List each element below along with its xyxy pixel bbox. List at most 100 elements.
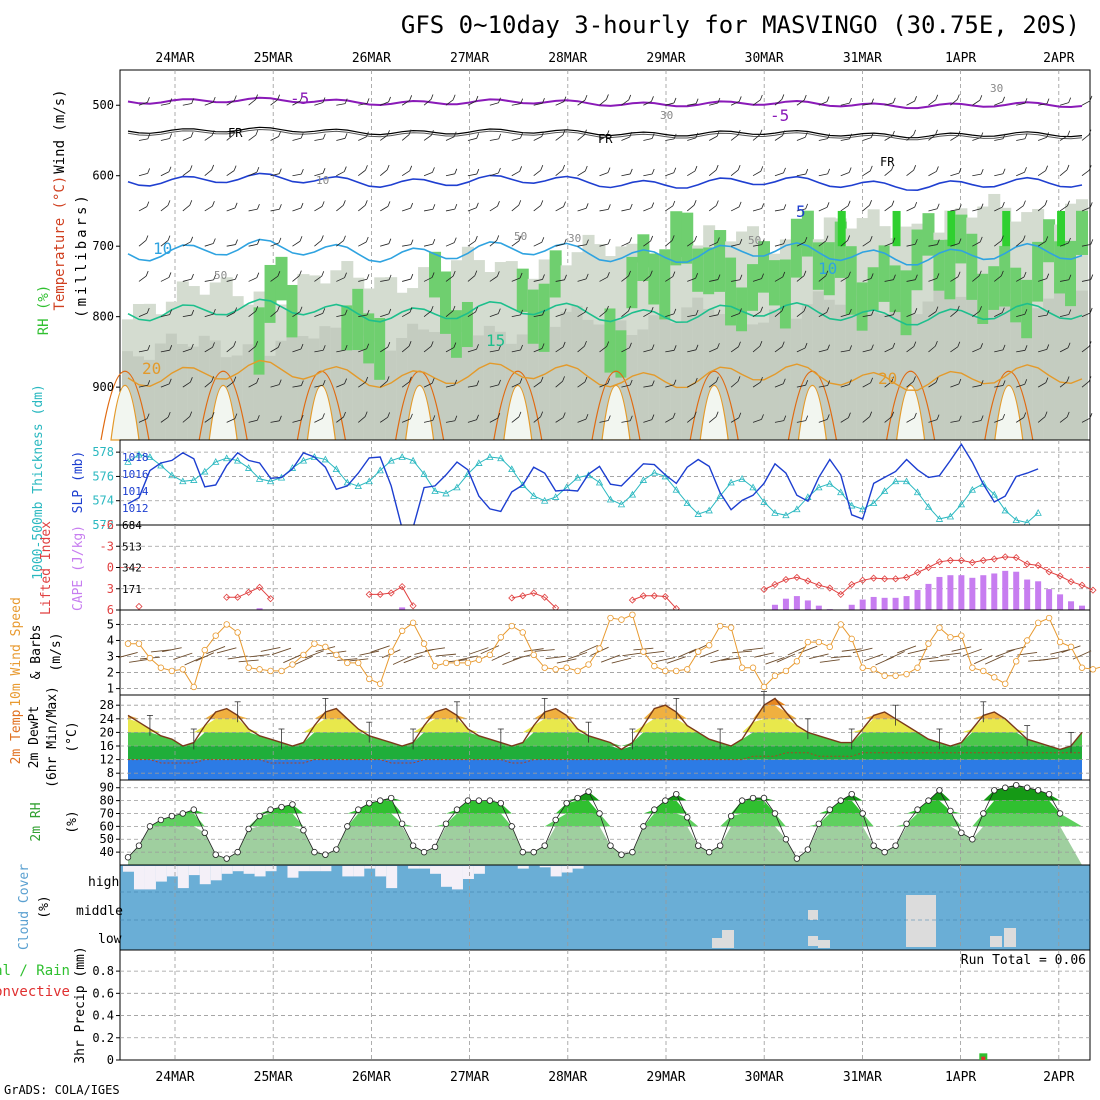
thickness-point xyxy=(519,481,527,488)
wind-barb-shaft xyxy=(270,310,278,317)
contour-label: 5 xyxy=(796,202,806,221)
wind-barb-shaft xyxy=(1016,349,1026,353)
wind-barb-shaft xyxy=(972,99,981,106)
temp-contour-freezing xyxy=(127,126,1083,139)
wind-barb-flag xyxy=(278,131,281,137)
rh-point xyxy=(168,812,176,820)
rh-point xyxy=(1002,784,1009,791)
wind-barb-flag xyxy=(300,380,304,386)
thickness-point xyxy=(815,483,823,491)
wind-barb-shaft xyxy=(292,311,301,318)
label-cloud-units: (%) xyxy=(37,895,52,918)
temp-band xyxy=(128,718,1082,733)
10m-wind-barb xyxy=(283,654,302,664)
rh-fill-cell xyxy=(1054,241,1067,294)
cape-tick-label: 342 xyxy=(122,562,142,575)
wind-barb-flag xyxy=(957,341,961,347)
10m-wind-barb xyxy=(666,656,686,664)
lifted-index-point xyxy=(1089,586,1097,594)
wind-barb-flag xyxy=(364,411,368,417)
wind-barb-shaft xyxy=(314,384,324,388)
wind-speed-point xyxy=(135,640,143,647)
wind-speed-point xyxy=(223,621,230,628)
high-cloud-bar xyxy=(441,866,452,887)
rh-point xyxy=(223,855,230,862)
wind-barb-shaft xyxy=(884,416,892,423)
wind-barb-flag xyxy=(1088,165,1092,171)
wind-barb-flag xyxy=(257,239,260,245)
wind-barb-shaft xyxy=(1081,346,1090,353)
wind-barb-shaft xyxy=(1038,278,1047,282)
wind-barb-flag xyxy=(431,130,434,136)
wind-barb-shaft xyxy=(950,383,959,388)
wind-barb-flag xyxy=(279,415,282,421)
rh-point xyxy=(464,797,472,804)
wind-barb-flag xyxy=(956,305,960,312)
wind-barb-shaft xyxy=(1059,242,1069,247)
wind-barb-shaft xyxy=(972,241,981,247)
wind-barb-shaft xyxy=(292,207,302,212)
wind-barb-flag xyxy=(277,342,281,348)
axis-tick-label: 90 xyxy=(100,781,114,795)
wind-speed-point xyxy=(914,664,921,671)
wind-barb-shaft xyxy=(533,314,543,318)
10m-wind-barb xyxy=(556,658,577,664)
wind-barb-flag xyxy=(826,96,830,102)
lifted-index-point xyxy=(902,573,911,581)
rh-fill-cell xyxy=(988,299,1001,440)
wind-barb-shaft xyxy=(972,420,982,423)
rh-fill-cell xyxy=(538,323,551,440)
wind-barb-shaft xyxy=(621,242,630,247)
wind-barb-shaft xyxy=(182,136,192,141)
wind-barb-shaft xyxy=(511,314,521,318)
wind-barb-flag xyxy=(738,96,742,102)
wind-barb-shaft xyxy=(555,313,565,318)
wind-barb-flag xyxy=(211,376,215,382)
thickness-point xyxy=(541,496,549,504)
wind-barb-shaft xyxy=(994,138,1004,141)
wind-barb-shaft xyxy=(248,419,258,423)
high-cloud-bar xyxy=(550,866,562,877)
label-10m-units: (m/s) xyxy=(49,632,64,671)
wind-barb-flag xyxy=(322,379,326,386)
temp-contour-5 xyxy=(127,172,1083,192)
wind-barb-shaft xyxy=(862,349,872,353)
wind-speed-point xyxy=(409,619,417,627)
wind-barb-flag xyxy=(849,345,852,351)
thickness-point xyxy=(551,493,560,500)
label-2m-rh-units: (%) xyxy=(65,810,80,833)
wind-barb-shaft xyxy=(511,103,521,106)
rh-fill-cell xyxy=(1032,308,1045,440)
rh-point xyxy=(771,810,779,817)
rh-contour-label: 50 xyxy=(748,234,761,247)
rh-fill-cell xyxy=(615,330,628,378)
wind-barb-flag xyxy=(541,237,545,243)
rh-fill-cell xyxy=(922,301,935,440)
wind-barb-flag xyxy=(497,201,500,207)
wind-barb-flag xyxy=(1046,273,1050,279)
wind-barb-shaft xyxy=(270,384,280,388)
cape-bar xyxy=(1002,570,1009,610)
wind-barb-shaft xyxy=(994,349,1004,353)
wind-barb-shaft xyxy=(665,102,675,106)
10m-wind-barb xyxy=(294,655,313,666)
wind-barb-flag xyxy=(914,201,918,208)
rh-fill-cell xyxy=(889,265,902,313)
wind-barb-flag xyxy=(695,273,699,279)
wind-barb-shaft xyxy=(577,244,587,247)
lifted-index-point xyxy=(826,584,834,592)
wind-speed-point xyxy=(190,683,197,691)
wind-barb-flag xyxy=(387,201,391,207)
wind-barb-flag xyxy=(739,308,742,314)
wind-barb-shaft xyxy=(818,101,828,106)
wind-speed-point xyxy=(157,664,165,671)
10m-wind-barb xyxy=(841,648,862,652)
10m-wind-barb xyxy=(721,657,742,661)
wind-barb-flag xyxy=(277,271,281,277)
precip-frame xyxy=(119,949,1091,1061)
10m-wind-barb xyxy=(129,658,149,663)
wind-barb-shaft xyxy=(1016,276,1025,282)
wind-barb-flag xyxy=(167,412,171,418)
wind-barb-shaft xyxy=(1059,416,1068,423)
wind-barb-flag xyxy=(454,415,458,421)
